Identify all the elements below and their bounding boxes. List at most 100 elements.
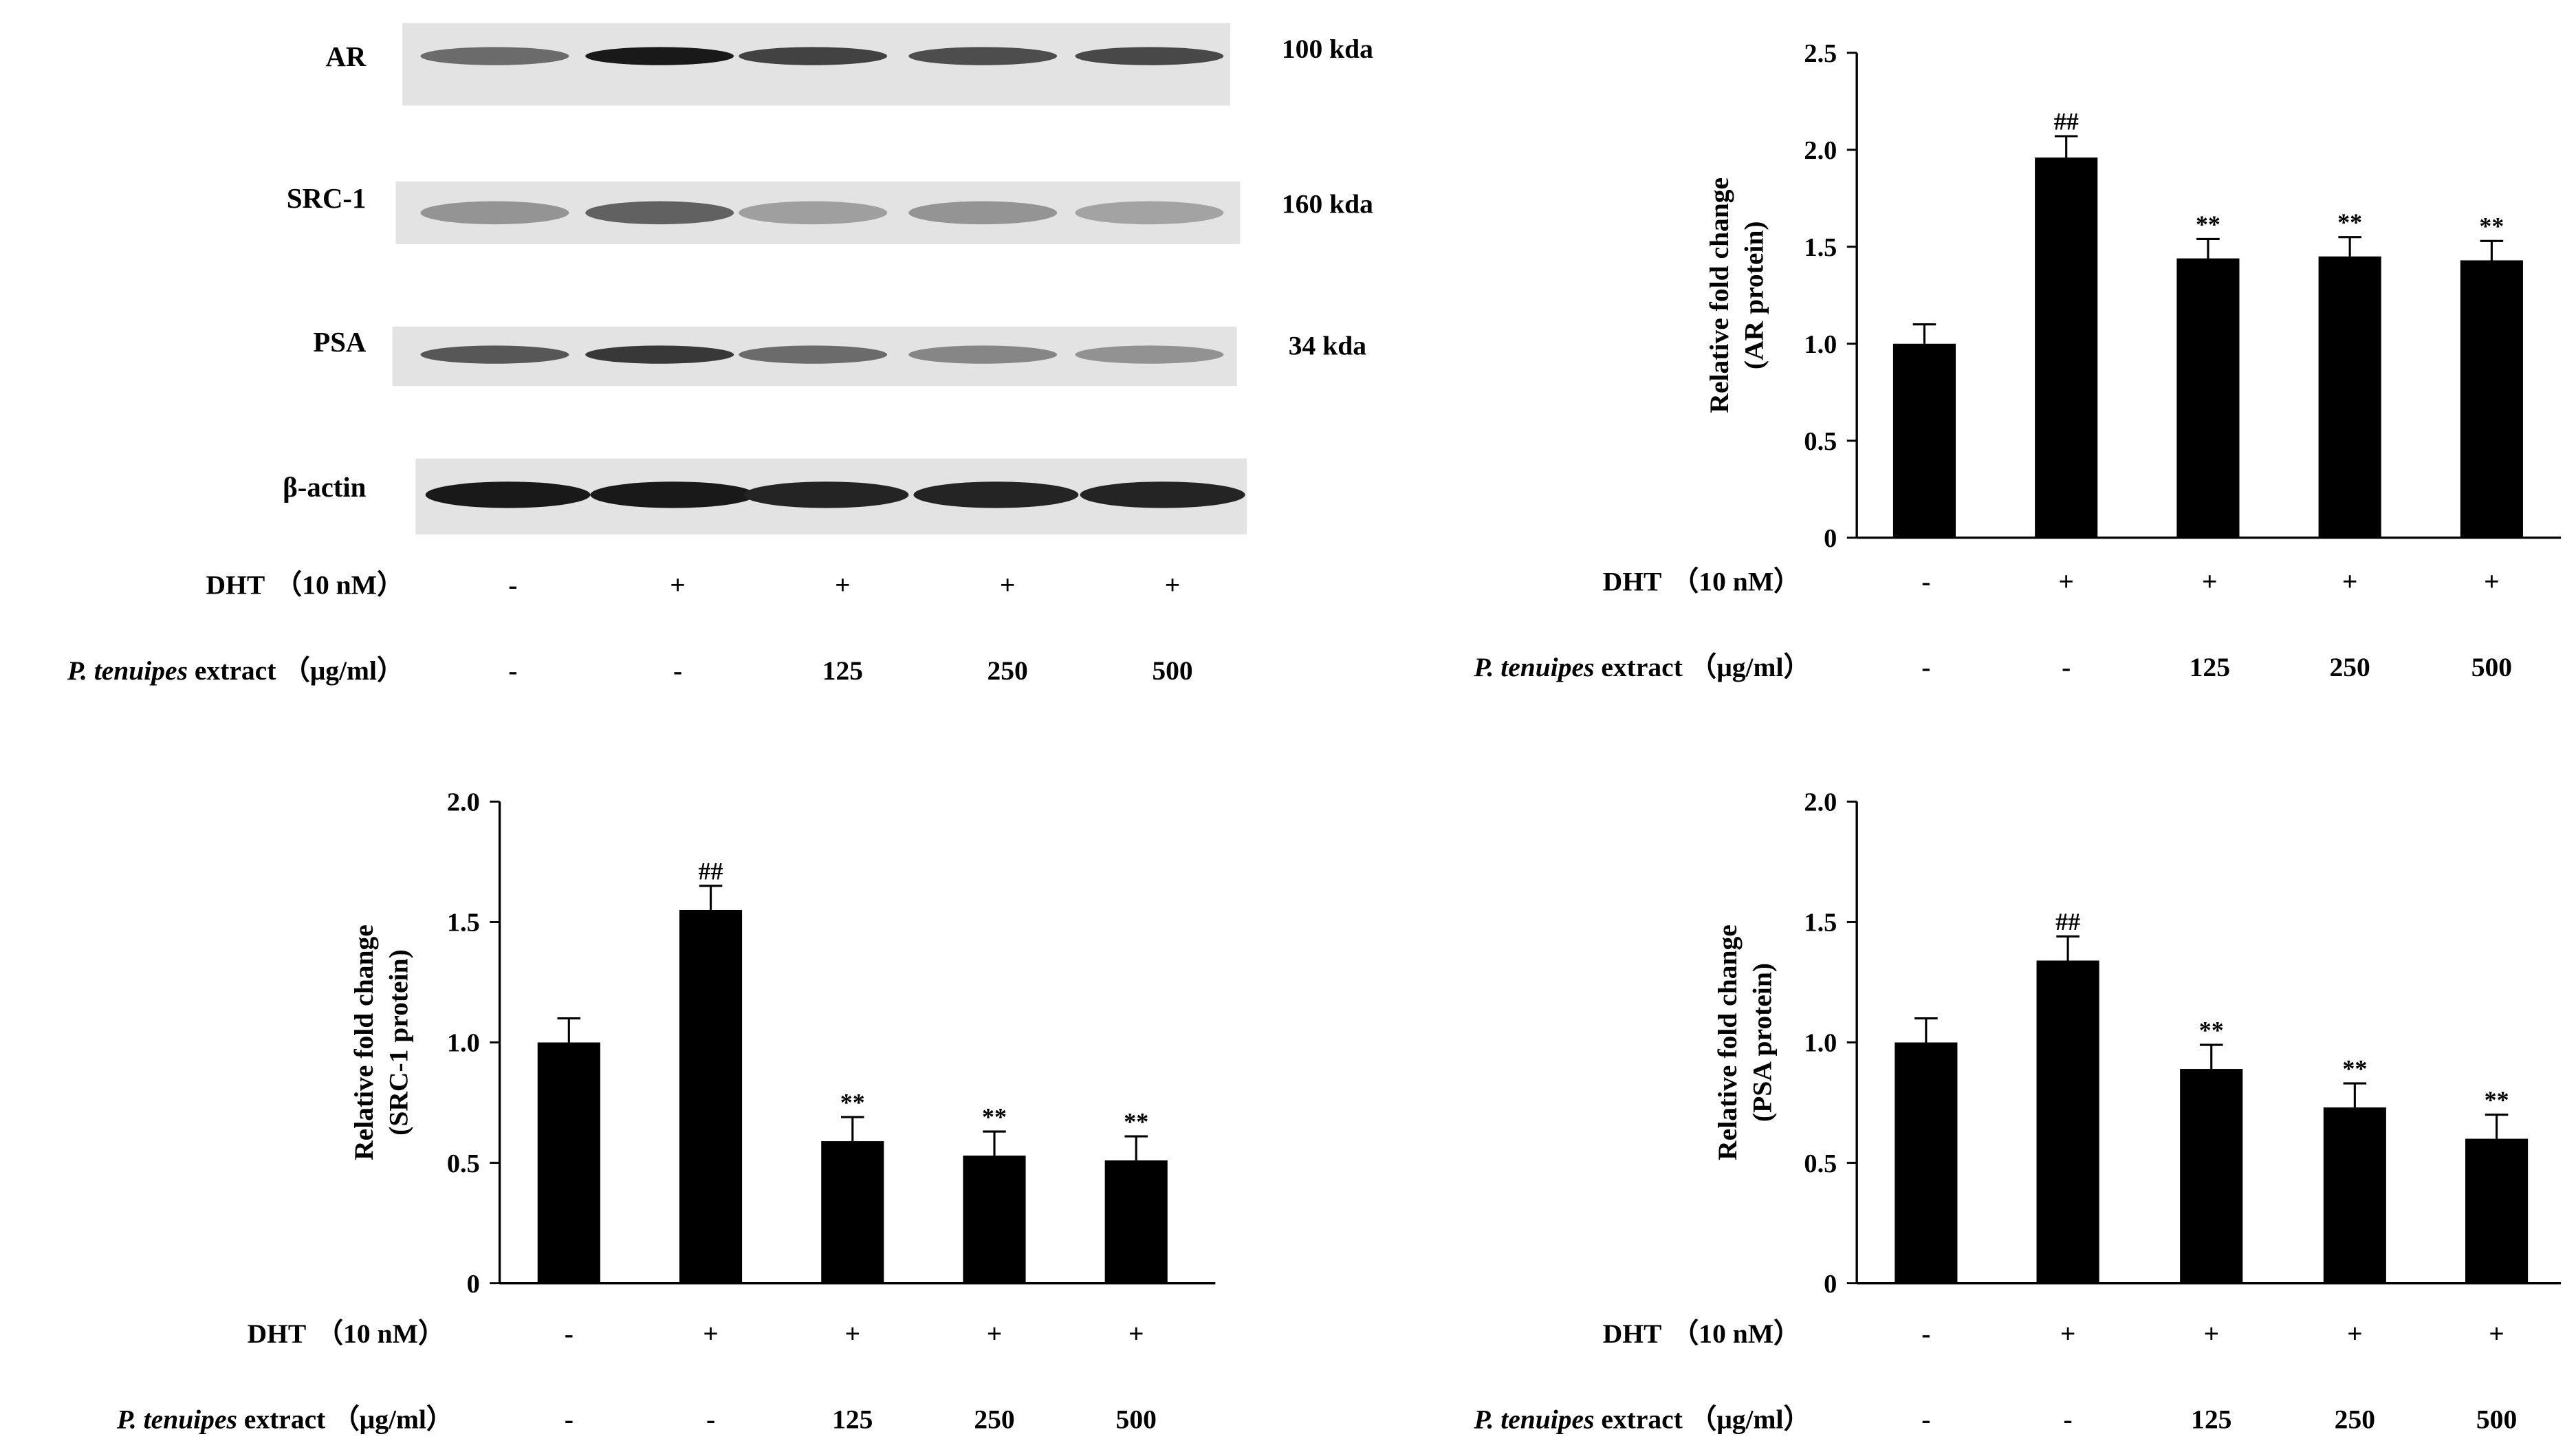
blot-protein-label: AR <box>325 41 366 72</box>
significance-label: ** <box>982 1103 1007 1130</box>
bar <box>2323 1107 2386 1283</box>
blot-dht-label-main: DHT <box>206 570 265 600</box>
chart1-dht-label-main: DHT <box>248 1319 307 1349</box>
chart2-dht-value: + <box>2060 1319 2076 1349</box>
y-axis-label: Relative fold change (AR protein) <box>1704 177 1769 413</box>
chart0-dht-value: - <box>1921 566 1930 596</box>
blot-band <box>590 481 756 508</box>
blot-band <box>908 201 1058 225</box>
chart2-extract-label: P. tenuipes extract （μg/ml） <box>1473 1405 1811 1435</box>
significance-label: ** <box>1124 1107 1148 1135</box>
significance-label: ** <box>2199 1016 2224 1043</box>
chart2-dht-value: + <box>2489 1319 2504 1349</box>
chart2-dht-value: + <box>2203 1319 2219 1349</box>
blot-extract-value: - <box>508 655 517 686</box>
blot-extract-value: - <box>673 655 682 686</box>
blot-dht-value: + <box>670 570 686 600</box>
chart-psa-protein: 0 0.5 1.0 1.5 2.0 Relative fold change (PSA pr… <box>1473 788 2562 1435</box>
chart0-extract-value: 250 <box>2329 652 2370 682</box>
chart-src1-protein: 0 0.5 1.0 1.5 2.0 Relative fold change (SRC-1 … <box>116 788 1216 1435</box>
blot-extract-value: 250 <box>987 655 1028 686</box>
bar <box>537 1042 600 1283</box>
chart2-dht-label: DHT （10 nM） <box>1603 1319 1801 1349</box>
chart0-extract-value: - <box>2062 652 2071 682</box>
significance-label: ## <box>699 857 723 885</box>
blot-extract-label-italic: P. tenuipes <box>67 655 188 686</box>
y-tick-label: 1.0 <box>447 1029 480 1058</box>
blot-dht-value: + <box>835 570 851 600</box>
blot-band <box>743 481 909 508</box>
bar <box>2460 260 2523 538</box>
chart0-extract-label-italic: P. tenuipes <box>1473 652 1594 682</box>
chart1-extract-label: P. tenuipes extract （μg/ml） <box>116 1405 454 1435</box>
bar <box>2465 1138 2529 1283</box>
chart2-extract-label-italic: P. tenuipes <box>1473 1405 1594 1435</box>
y-tick-label: 0.5 <box>1804 427 1837 456</box>
blot-band <box>420 201 569 225</box>
y-tick-label: 0 <box>1824 1270 1837 1299</box>
chart0-extract-value: 125 <box>2190 652 2230 682</box>
blot-dht-value: + <box>1165 570 1181 600</box>
blot-dht-label-conc: （10 nM） <box>275 570 404 600</box>
y-axis-label: Relative fold change (SRC-1 protein) <box>349 924 413 1160</box>
blot-band <box>908 47 1058 65</box>
y-tick-label: 0.5 <box>1804 1149 1837 1178</box>
chart1-dht-value: + <box>844 1319 860 1349</box>
chart1-dht-value: + <box>703 1319 719 1349</box>
chart1-extract-value: - <box>565 1405 574 1435</box>
bar <box>2180 1069 2243 1283</box>
chart1-extract-value: - <box>706 1405 715 1435</box>
chart0-dht-value: + <box>2342 566 2358 596</box>
chart1-dht-value: + <box>987 1319 1003 1349</box>
blot-band <box>425 481 591 508</box>
chart1-extract-value: 500 <box>1116 1405 1157 1435</box>
chart1-extract-value: 250 <box>974 1405 1014 1435</box>
chart2-extract-value: - <box>2064 1405 2073 1435</box>
blot-size-label: 34 kda <box>1289 331 1366 361</box>
blot-extract-value: 125 <box>822 655 863 686</box>
chart1-dht-label-conc: （10 nM） <box>316 1319 446 1349</box>
blot-band <box>739 345 888 364</box>
chart2-extract-label-rest: extract （μg/ml） <box>1594 1405 1811 1435</box>
chart2-extract-value: - <box>1921 1405 1930 1435</box>
bar <box>963 1156 1026 1283</box>
bar <box>2036 960 2099 1283</box>
blot-dht-value: - <box>508 570 517 600</box>
y-tick-label: 0 <box>467 1270 480 1299</box>
blot-band <box>1075 201 1224 225</box>
significance-label: ** <box>2485 1086 2509 1114</box>
y-tick-label: 0 <box>1824 524 1837 553</box>
blot-band <box>908 345 1058 364</box>
y-tick-label: 0.5 <box>447 1149 480 1178</box>
bar <box>1104 1160 1168 1283</box>
significance-label: ## <box>2054 107 2079 135</box>
blot-protein-label: β-actin <box>283 472 366 503</box>
y-axis-label: Relative fold change (PSA protein) <box>1712 924 1777 1160</box>
y-tick-label: 1.5 <box>1804 909 1837 938</box>
chart1-extract-label-italic: P. tenuipes <box>116 1405 237 1435</box>
blot-band <box>420 47 569 65</box>
chart0-dht-label-main: DHT <box>1603 566 1662 596</box>
chart0-dht-value: + <box>2202 566 2218 596</box>
significance-label: ## <box>2055 908 2080 935</box>
blot-band <box>585 201 734 225</box>
y-tick-label: 2.5 <box>1804 39 1837 68</box>
blot-band <box>1075 345 1224 364</box>
y-axis-label-line1: Relative fold change <box>349 924 379 1160</box>
significance-label: ** <box>2479 213 2504 240</box>
blot-protein-label: PSA <box>313 327 367 358</box>
blot-band <box>585 345 734 364</box>
chart2-extract-value: 125 <box>2191 1405 2231 1435</box>
bar <box>2318 256 2381 538</box>
blot-band <box>420 345 569 364</box>
blot-size-label: 100 kda <box>1282 34 1373 64</box>
blot-extract-label: P. tenuipes extract （μg/ml） <box>67 655 404 686</box>
blot-band <box>913 481 1079 508</box>
chart2-extract-value: 500 <box>2476 1405 2517 1435</box>
chart2-dht-value: + <box>2347 1319 2363 1349</box>
bar <box>2035 158 2098 538</box>
significance-label: ** <box>2337 208 2362 236</box>
chart0-dht-label-conc: （10 nM） <box>1672 566 1801 596</box>
